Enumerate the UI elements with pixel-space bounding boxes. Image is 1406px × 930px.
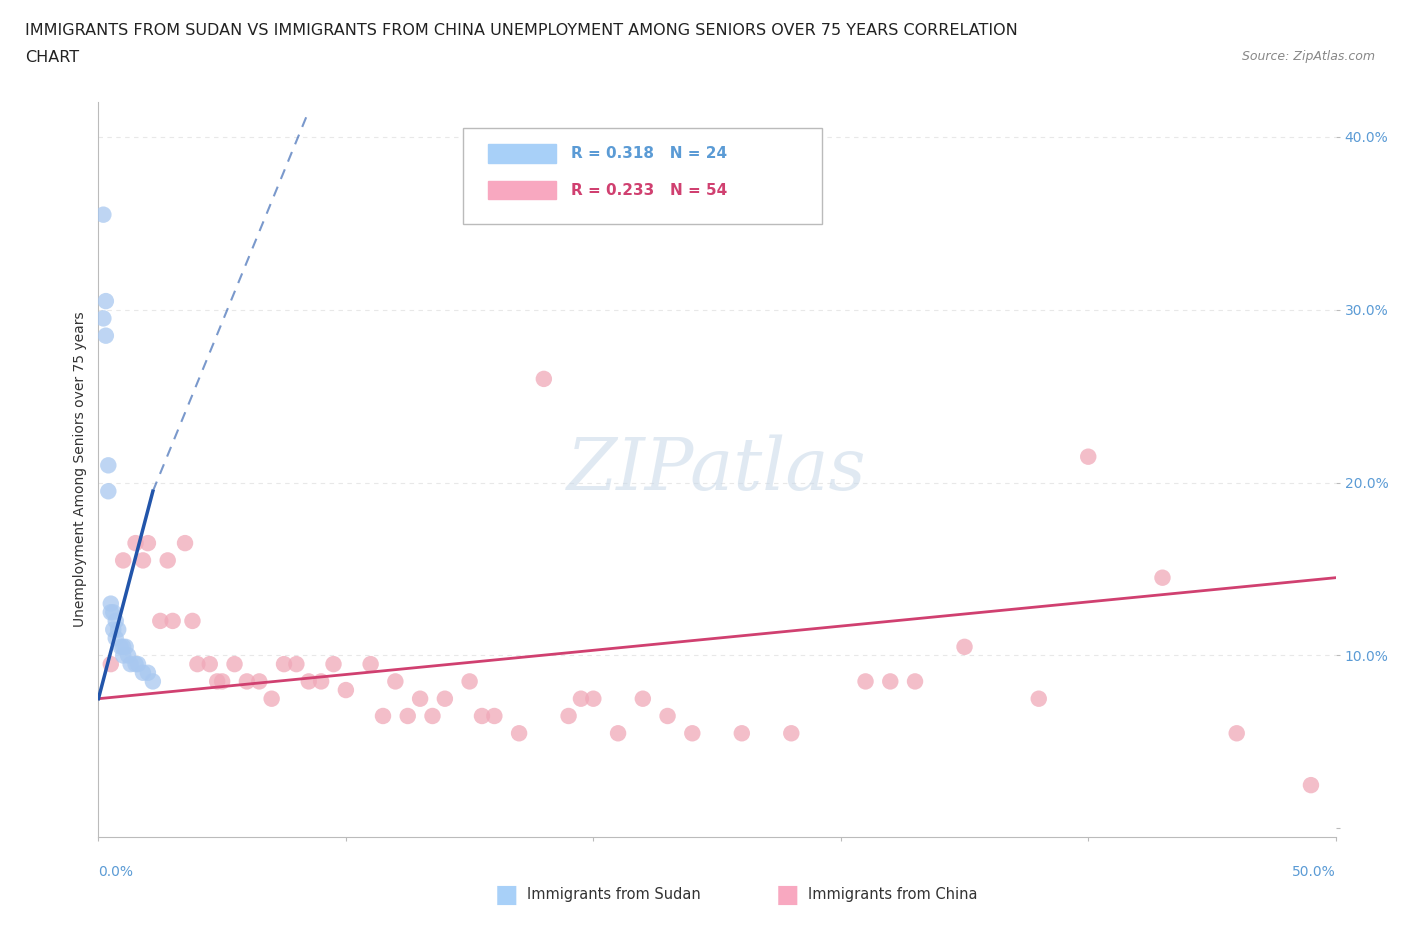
Point [484,709,506,724]
Point [904,674,927,689]
Point [124,657,146,671]
Point [142,674,165,689]
Text: Immigrants from Sudan: Immigrants from Sudan [527,887,702,902]
Point [104,631,127,645]
Point [322,657,344,671]
Point [1028,691,1050,706]
Text: ZIPatlas: ZIPatlas [567,434,868,505]
Point [396,709,419,724]
Point [94,328,117,343]
Point [136,665,159,680]
Text: CHART: CHART [25,50,79,65]
Point [94,294,117,309]
FancyBboxPatch shape [464,128,823,223]
Point [360,657,382,671]
Point [471,709,494,724]
Point [953,640,976,655]
Point [508,725,530,740]
Point [149,614,172,629]
Point [104,614,127,629]
Point [557,709,579,724]
Point [731,725,754,740]
Point [120,657,142,671]
Point [309,674,332,689]
Point [855,674,877,689]
Point [211,674,233,689]
Text: 0.0%: 0.0% [98,865,134,879]
Point [205,674,228,689]
Point [657,709,679,724]
Point [569,691,592,706]
Point [132,553,155,568]
Point [97,484,120,498]
Point [114,640,136,655]
Point [162,614,184,629]
Point [607,725,630,740]
Text: R = 0.318   N = 24: R = 0.318 N = 24 [571,146,727,161]
Point [103,622,125,637]
Point [100,596,122,611]
Point [384,674,406,689]
Point [681,725,703,740]
Point [112,640,135,655]
Text: IMMIGRANTS FROM SUDAN VS IMMIGRANTS FROM CHINA UNEMPLOYMENT AMONG SENIORS OVER 7: IMMIGRANTS FROM SUDAN VS IMMIGRANTS FROM… [25,23,1018,38]
Point [100,657,122,671]
Point [156,553,179,568]
Point [236,674,259,689]
Point [174,536,197,551]
Text: 50.0%: 50.0% [1292,865,1336,879]
Point [224,657,246,671]
Point [112,648,135,663]
Point [371,709,394,724]
Point [409,691,432,706]
Point [93,207,115,222]
Bar [488,181,557,199]
Point [100,604,122,619]
Point [247,674,270,689]
Text: Immigrants from China: Immigrants from China [808,887,979,902]
Point [136,536,159,551]
Point [110,640,132,655]
Point [298,674,321,689]
Point [117,648,139,663]
Point [181,614,204,629]
Point [107,622,129,637]
Point [631,691,654,706]
Point [422,709,444,724]
Text: ■: ■ [495,883,517,907]
Point [260,691,283,706]
Point [1152,570,1174,585]
Text: Source: ZipAtlas.com: Source: ZipAtlas.com [1241,50,1375,63]
Point [93,311,115,325]
Point [198,657,221,671]
Point [335,683,357,698]
Text: ■: ■ [776,883,799,907]
Text: R = 0.233   N = 54: R = 0.233 N = 54 [571,183,727,198]
Point [103,604,125,619]
Point [879,674,901,689]
Point [186,657,208,671]
Point [1077,449,1099,464]
Point [127,657,149,671]
Point [273,657,295,671]
Point [1226,725,1249,740]
Point [433,691,456,706]
Point [132,665,155,680]
Point [582,691,605,706]
Point [458,674,481,689]
Bar [488,144,557,163]
Point [97,458,120,472]
Point [285,657,308,671]
Point [1299,777,1322,792]
Y-axis label: Unemployment Among Seniors over 75 years: Unemployment Among Seniors over 75 years [73,312,87,628]
Point [124,536,146,551]
Point [112,553,135,568]
Point [780,725,803,740]
Point [533,371,555,386]
